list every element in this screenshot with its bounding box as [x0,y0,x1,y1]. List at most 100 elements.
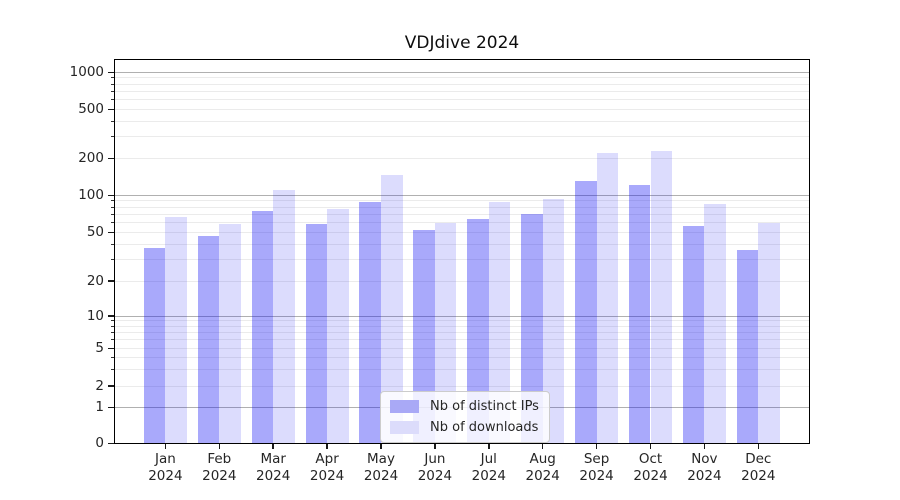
ytick-label-20: 20 [86,272,104,289]
ytick-mark-200 [107,157,114,160]
bar-downloads-sep [596,153,619,444]
gridline-major-10 [114,315,810,317]
ytick-label-200: 200 [78,149,104,166]
gridline-minor-9 [114,320,810,322]
bar-distinct-ips-jan [143,248,166,444]
xtick-label-year: 2024 [363,467,399,484]
gridline-minor-4 [114,356,810,358]
ytick-label-50: 50 [86,223,104,240]
ytick-mark-minor-90 [110,200,114,202]
ytick-mark-20 [107,280,114,282]
legend: Nb of distinct IPs Nb of downloads [380,391,550,443]
xtick-label-year: 2024 [687,467,722,484]
gridline-minor-600 [114,99,810,101]
xtick-label-year: 2024 [525,467,560,484]
ytick-mark-minor-300 [110,136,114,138]
ytick-mark-1 [107,406,114,409]
xtick-label-year: 2024 [202,467,237,484]
xtick-label-jul: Jul 2024 [457,451,521,484]
ytick-mark-minor-600 [110,99,114,101]
ytick-mark-50 [107,231,114,234]
gridline-minor-200 [114,157,810,159]
gridline-minor-6 [114,339,810,341]
xtick-label-jan: Jan 2024 [133,451,197,484]
xtick-label-year: 2024 [633,467,668,484]
gridline-minor-400 [114,120,810,122]
gridline-minor-50 [114,231,810,233]
ytick-mark-2 [107,385,114,387]
xtick-mark-apr [326,443,328,449]
xtick-mark-oct [649,443,652,449]
gridline-minor-700 [114,90,810,92]
xtick-label-nov: Nov 2024 [672,451,736,484]
ytick-mark-minor-700 [110,90,114,92]
ytick-mark-minor-3 [110,368,114,370]
xtick-label-year: 2024 [741,467,776,484]
ytick-mark-1000 [107,71,114,74]
ytick-mark-minor-40 [110,243,114,245]
gridline-minor-300 [114,136,810,138]
ytick-mark-minor-60 [110,222,114,224]
gridline-minor-40 [114,243,810,245]
bar-distinct-ips-jul [467,219,489,444]
gridline-minor-90 [114,200,810,202]
ytick-label-500: 500 [78,100,104,117]
bar-distinct-ips-jun [413,230,435,444]
ytick-mark-minor-9 [110,320,114,322]
gridline-major-100 [114,194,810,196]
gridline-minor-8 [114,325,810,327]
gridline-minor-3 [114,368,810,370]
xtick-label-jun: Jun 2024 [403,451,467,484]
legend-label-distinct-ips: Nb of distinct IPs [430,399,539,414]
bar-distinct-ips-nov [682,226,705,444]
gridline-minor-60 [114,222,810,224]
gridline-minor-80 [114,206,810,208]
ytick-mark-100 [107,194,114,197]
bar-downloads-oct [650,151,673,444]
gridline-minor-900 [114,77,810,79]
xtick-mark-sep [595,443,598,449]
ytick-mark-minor-4 [110,356,114,358]
ytick-mark-minor-900 [110,77,114,79]
bar-downloads-apr [327,209,349,444]
xtick-label-oct: Oct 2024 [619,451,683,484]
gridline-minor-7 [114,332,810,334]
legend-swatch-downloads [390,421,419,434]
ytick-mark-10 [107,315,114,317]
bar-downloads-mar [273,190,295,444]
ytick-label-1000: 1000 [69,63,104,80]
ytick-label-5: 5 [95,339,104,356]
xtick-mark-jan [164,443,167,449]
plot-background [114,59,810,444]
gridline-minor-500 [114,108,810,110]
ytick-mark-minor-400 [110,120,114,122]
gridline-minor-800 [114,83,810,85]
ytick-mark-minor-8 [110,325,114,327]
bar-distinct-ips-aug [521,214,543,444]
bar-distinct-ips-mar [251,211,274,444]
ytick-label-2: 2 [95,377,104,394]
xtick-label-dec: Dec 2024 [726,451,790,484]
xtick-label-year: 2024 [471,467,506,484]
bar-downloads-may [381,174,403,444]
gridline-minor-30 [114,258,810,260]
bar-downloads-feb [219,224,241,444]
xtick-mark-nov [703,443,706,449]
ytick-mark-0 [107,442,114,445]
bar-downloads-nov [704,203,726,444]
bar-downloads-dec [758,222,780,444]
gridline-minor-5 [114,347,810,349]
ytick-mark-minor-7 [110,332,114,334]
xtick-label-aug: Aug 2024 [511,451,575,484]
xtick-label-year: 2024 [148,467,183,484]
bar-distinct-ips-apr [305,224,328,444]
ytick-label-0: 0 [95,435,104,451]
ytick-mark-minor-6 [110,339,114,341]
gridline-minor-20 [114,280,810,282]
bar-distinct-ips-oct [628,185,651,444]
xtick-label-year: 2024 [309,467,345,484]
bar-distinct-ips-dec [736,249,759,444]
ytick-label-1: 1 [95,398,104,415]
ytick-mark-5 [107,347,114,350]
